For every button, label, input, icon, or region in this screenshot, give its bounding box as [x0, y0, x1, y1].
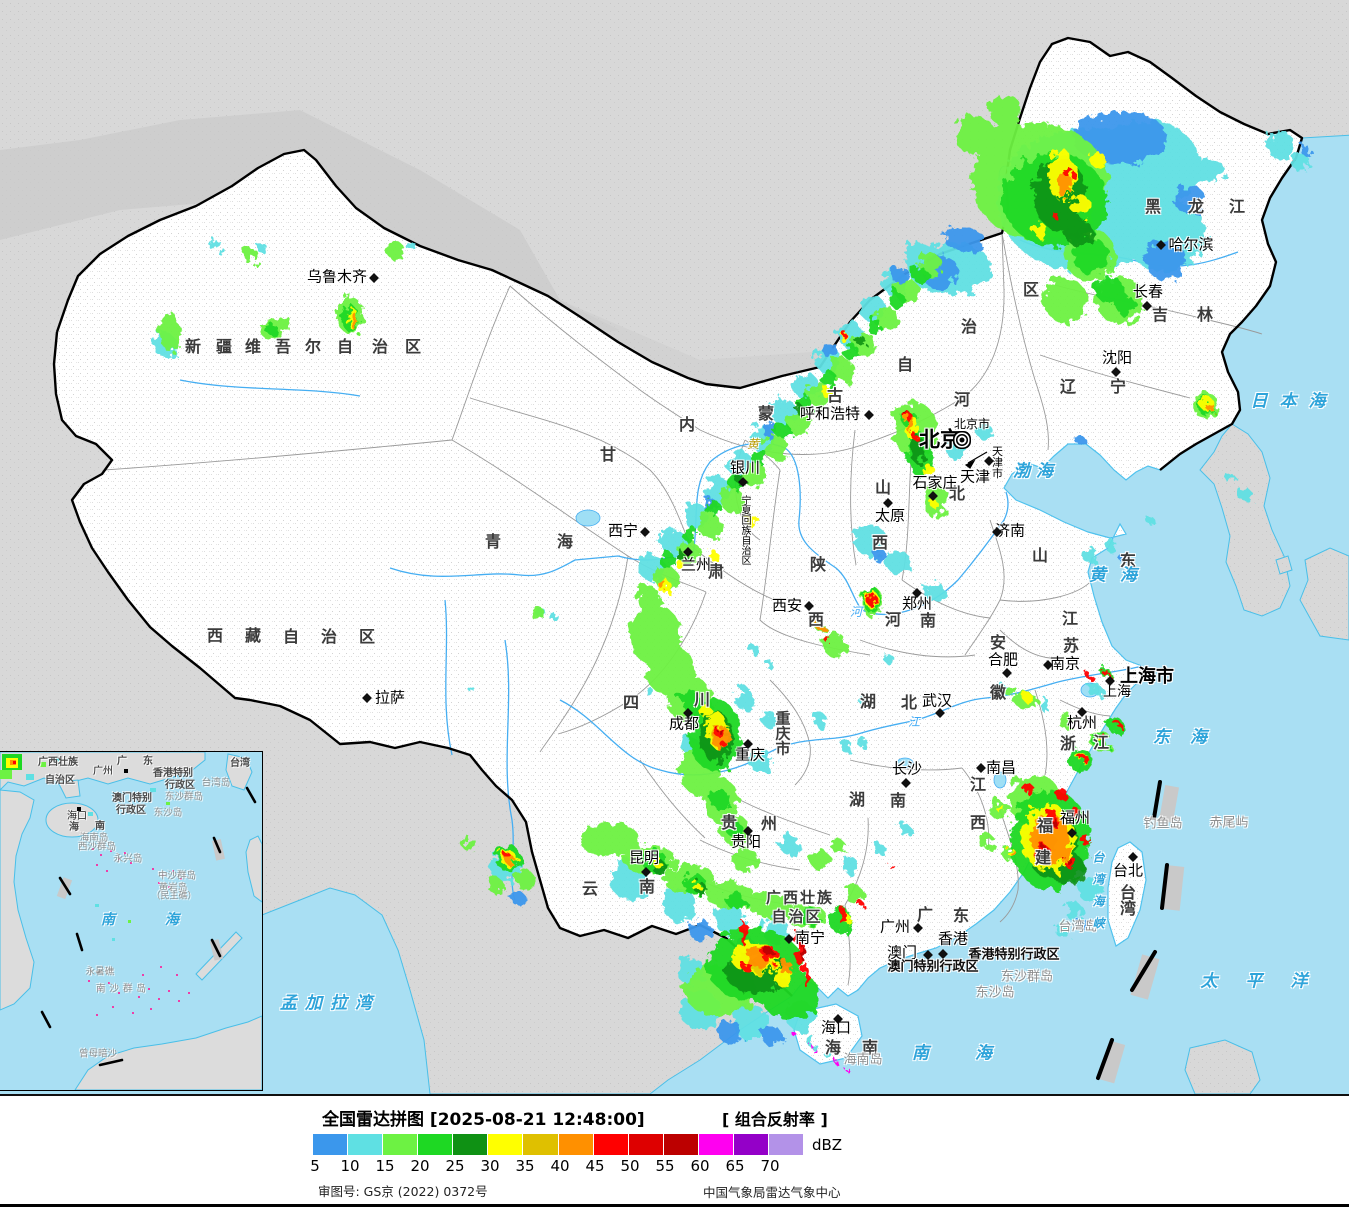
colorbar-segment: [418, 1134, 453, 1155]
south-china-sea-inset-map: 广西壮族 自治区广东广州 香港特别 行政区 澳门特别 行政区 台湾 台湾岛 东沙群岛 东沙岛 海口海…: [0, 751, 263, 1091]
map-title: 全国雷达拼图 [2025-08-21 12:48:00]: [322, 1110, 645, 1130]
credit-label: 中国气象局雷达气象中心: [703, 1185, 841, 1200]
colorbar-segment: [698, 1134, 733, 1155]
colorbar-segment: [558, 1134, 593, 1155]
map-approval-number: 审图号: GS京 (2022) 0372号: [318, 1184, 488, 1199]
colorbar-tick: 10: [340, 1157, 360, 1175]
colorbar-tick: 40: [550, 1157, 570, 1175]
colorbar-tick: 15: [375, 1157, 395, 1175]
colorbar-tick: 35: [515, 1157, 535, 1175]
colorbar-segment: [663, 1134, 698, 1155]
bottom-border: [0, 1204, 1349, 1207]
colorbar-tick: 60: [690, 1157, 710, 1175]
colorbar-segment: [628, 1134, 663, 1155]
product-label: [ 组合反射率 ]: [722, 1110, 828, 1129]
colorbar-tick: 5: [310, 1157, 320, 1175]
legend: 全国雷达拼图 [2025-08-21 12:48:00] [ 组合反射率 ] d…: [0, 1094, 1349, 1208]
colorbar-ticks: 5 10 15 20 25 30 35 40 45 50 55 60 65 70: [310, 1157, 833, 1175]
colorbar-tick: 65: [725, 1157, 745, 1175]
tianjin-arrow: [964, 451, 988, 469]
dbz-unit-label: dBZ: [812, 1136, 843, 1154]
colorbar-segment: [348, 1134, 383, 1155]
radar-echo-layer: [153, 94, 1310, 1072]
colorbar-tick: 30: [480, 1157, 500, 1175]
colorbar-tick: 25: [445, 1157, 465, 1175]
colorbar-segment: [769, 1134, 804, 1155]
colorbar-tick: 70: [760, 1157, 780, 1175]
inset-dash-line: [40, 786, 257, 1067]
china-radar-map: 黑龙江吉林辽宁内蒙古自治区新疆维吾尔自治区甘肃青海西藏自治区四川陕西山西河北山东…: [0, 0, 1349, 1094]
colorbar-segment: [383, 1134, 418, 1155]
inset-reef-dots: [88, 848, 190, 1016]
inset-radar-echoes: [0, 754, 170, 941]
rivers: [179, 239, 1239, 901]
colorbar: [313, 1134, 804, 1155]
inset-canvas: [0, 751, 263, 1091]
colorbar-segment: [453, 1134, 488, 1155]
colorbar-tick: 20: [410, 1157, 430, 1175]
colorbar-segment: [488, 1134, 523, 1155]
colorbar-segment: [523, 1134, 558, 1155]
foreign-land: [0, 0, 1349, 1094]
boundary-dashes: [1096, 780, 1185, 1084]
colorbar-segment: [313, 1134, 348, 1155]
colorbar-tick: 50: [620, 1157, 640, 1175]
colorbar-tick: 55: [655, 1157, 675, 1175]
colorbar-segment: [593, 1134, 628, 1155]
map-canvas: [0, 0, 1349, 1094]
colorbar-segment: [733, 1134, 769, 1155]
colorbar-tick: 45: [585, 1157, 605, 1175]
